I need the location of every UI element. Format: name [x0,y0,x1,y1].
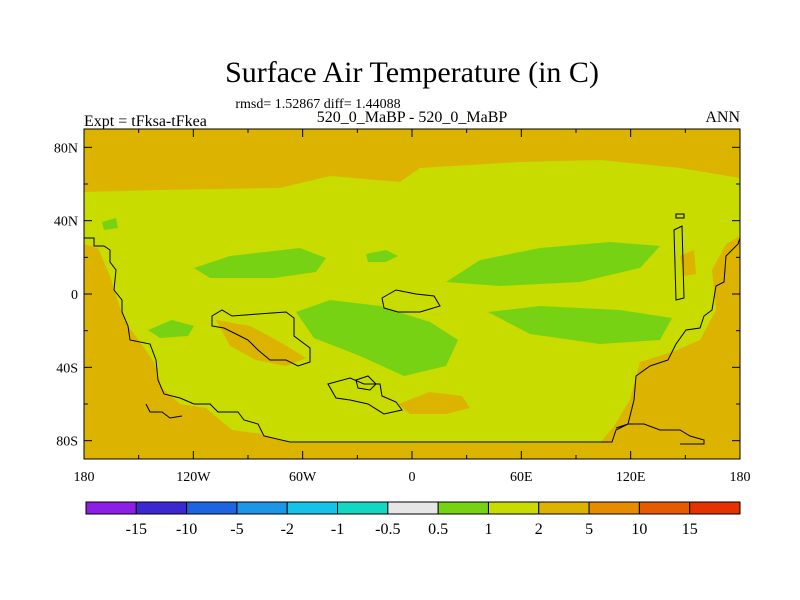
field-high-region-central [296,300,458,376]
colorbar-label: -15 [126,521,147,538]
y-tick-label: 80N [54,141,78,156]
x-tick-label: 120E [616,470,646,485]
season-label: ANN [705,109,740,126]
colorbar-swatch [85,501,137,515]
y-tick-label: 80S [56,435,78,450]
colorbar-swatch [437,501,489,515]
x-tick-label: 60E [510,470,533,485]
colorbar-label: -2 [281,521,294,538]
map-plot-area: 180 120W 60W 0 60E 120E 180 80N 40N 0 40S 80S [54,128,751,485]
colorbar-swatch [286,501,339,515]
coastline-island-3 [327,377,403,415]
x-tick-label: 180 [74,470,95,485]
y-tick-label: 40N [54,215,78,230]
field-bg-patch-1 [216,320,306,366]
coastline-southwest-land [145,403,183,419]
colorbar-label: 5 [585,521,593,538]
coastlines [84,213,741,445]
colorbar-swatch [588,501,640,515]
colorbar-label: -5 [230,521,243,538]
coastline-island-1 [211,309,311,367]
colorbar-swatch [186,501,238,515]
x-tick-label: 120W [176,470,211,485]
stats-text: rmsd= 1.52867 diff= 1.44088 [235,97,400,112]
coastline-island-2 [381,289,441,313]
coastline-southeast-land [615,423,705,445]
field-high-region-indian [488,306,672,344]
coastline-island-4 [355,375,377,391]
x-tick-label: 180 [730,470,751,485]
colorbar-swatch [387,501,439,515]
colorbar-label: 15 [682,521,698,538]
field-high-region-nw [102,218,118,230]
colorbar-label: 10 [631,521,647,538]
colorbar-swatch [135,501,188,515]
field-mid-region [84,160,740,443]
colorbar-swatch [337,501,389,515]
colorbar-swatch [236,501,288,515]
coastline-east-2 [675,213,685,219]
colorbar-swatch [689,501,741,515]
y-tick-label: 0 [71,288,78,303]
field-high-region-small [366,250,398,262]
colorbar-swatch [487,501,540,515]
colorbar-label: -0.5 [375,521,400,538]
period-label: 520_0_MaBP - 520_0_MaBP [317,109,508,126]
colorbar-label: -1 [331,521,344,538]
colorbar-swatch [638,501,691,515]
y-tick-label: 40S [56,361,78,376]
axis-ticks: 180 120W 60W 0 60E 120E 180 80N 40N 0 40S 80S [54,129,751,485]
colorbar-label: 0.5 [428,521,448,538]
colorbar-label: 2 [535,521,543,538]
colorbar-swatch [538,501,590,515]
coastline-western-continent [84,237,741,443]
colorbar-label: -10 [176,521,197,538]
field-high-region-asia [446,242,660,286]
x-tick-label: 60W [289,470,317,485]
chart-title: Surface Air Temperature (in C) [225,56,599,89]
field-high-region-pacific-n [194,248,326,278]
expt-label: Expt = tFksa-tFkea [84,113,207,130]
colorbar: -15 -10 -5 -2 -1 -0.5 0.5 1 2 5 10 15 [85,501,741,538]
field-high-region-w [148,320,194,338]
x-tick-label: 0 [409,470,416,485]
coastline-east-1 [673,225,685,301]
field-bg-patch-3 [680,250,696,276]
field-bg-patch-2 [398,392,470,414]
colorbar-label: 1 [484,521,492,538]
